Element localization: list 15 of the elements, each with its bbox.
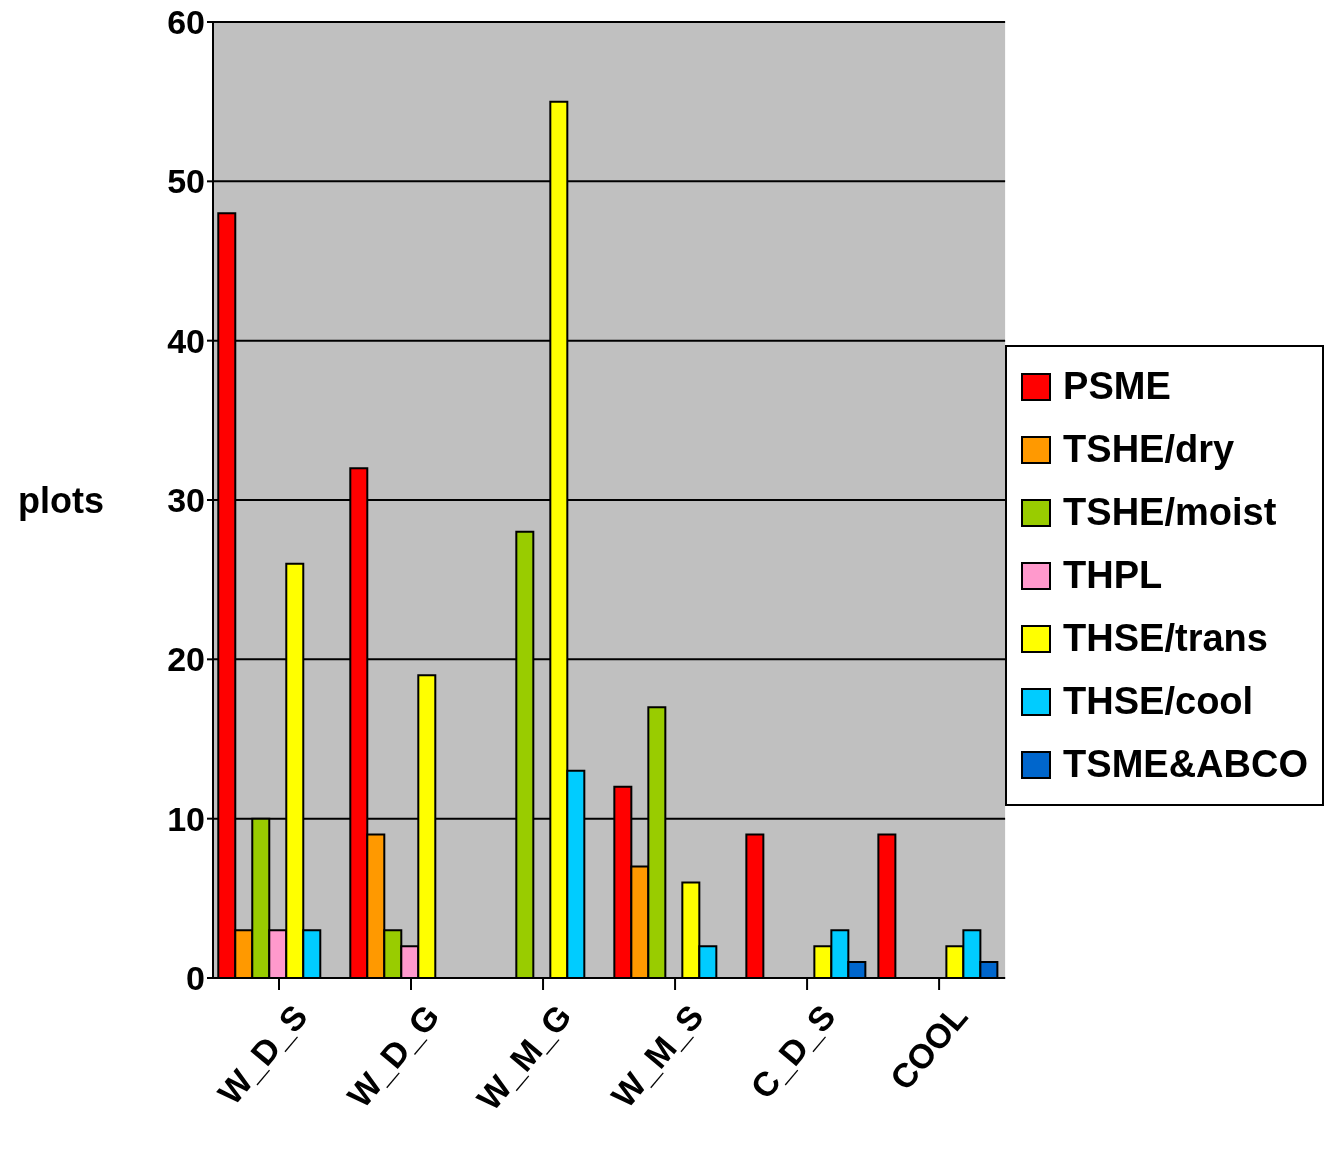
y-tick-label: 30 (167, 481, 205, 520)
y-tick-label: 60 (167, 3, 205, 42)
y-tick-label: 20 (167, 640, 205, 679)
legend-label: THSE/cool (1063, 680, 1254, 723)
y-tick-label: 50 (167, 162, 205, 201)
legend-label: THSE/trans (1063, 617, 1268, 660)
y-axis-title: plots (18, 479, 104, 521)
legend-label: THPL (1063, 554, 1163, 597)
legend-label: TSME&ABCO (1063, 743, 1308, 786)
legend-label: TSHE/dry (1063, 428, 1235, 471)
legend-label: TSHE/moist (1063, 491, 1277, 534)
legend-label: PSME (1063, 365, 1171, 408)
y-tick-label: 40 (167, 321, 205, 360)
y-tick-label: 0 (186, 959, 205, 998)
y-tick-label: 10 (167, 799, 205, 838)
